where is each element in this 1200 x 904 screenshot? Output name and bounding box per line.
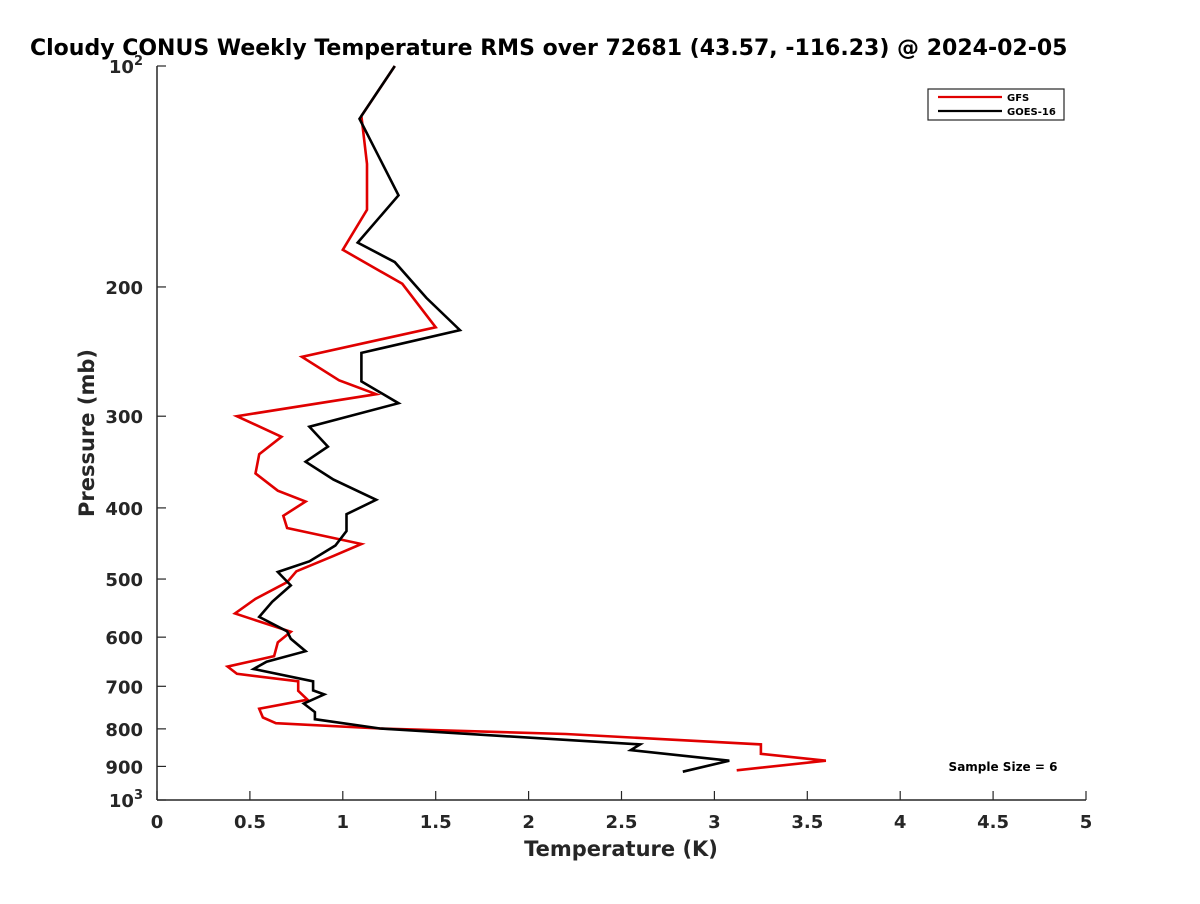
y-tick-label: 102 [109, 54, 143, 78]
y-tick-label: 800 [105, 720, 143, 741]
legend-label-gfs: GFS [1007, 93, 1029, 104]
y-ticks: 102 200 300 400 500 600 700 800 900 103 [105, 54, 166, 812]
x-tick-label: 1 [337, 812, 350, 833]
series-line-goes-16 [249, 65, 730, 773]
legend-box [927, 88, 1065, 121]
x-tick-label: 4 [894, 812, 907, 833]
x-tick-label: 5 [1080, 812, 1093, 833]
series [224, 65, 827, 773]
x-ticks: 0 0.5 1 1.5 2 2.5 3 3.5 4 4.5 5 [151, 791, 1093, 833]
y-tick-label: 700 [105, 677, 143, 698]
x-tick-label: 2.5 [606, 812, 638, 833]
axes [156, 66, 1086, 801]
y-tick-label: 103 [109, 788, 143, 812]
x-tick-label: 2 [522, 812, 535, 833]
y-tick-label: 600 [105, 628, 143, 649]
legend-label-goes16: GOES-16 [1007, 107, 1056, 118]
x-tick-label: 3 [708, 812, 721, 833]
x-tick-label: 0 [151, 812, 164, 833]
x-tick-label: 4.5 [977, 812, 1009, 833]
series-line-gfs [224, 65, 827, 772]
legend: GFS GOES-16 [927, 88, 1065, 121]
y-axis-label: Pressure (mb) [75, 349, 99, 517]
y-tick-label: 400 [105, 499, 143, 520]
x-tick-label: 3.5 [791, 812, 823, 833]
x-tick-label: 1.5 [420, 812, 452, 833]
y-tick-label: 500 [105, 570, 143, 591]
y-tick-label: 900 [105, 757, 143, 778]
y-tick-label: 300 [105, 407, 143, 428]
x-axis-label: Temperature (K) [524, 837, 718, 861]
x-tick-label: 0.5 [234, 812, 266, 833]
sample-size-annotation: Sample Size = 6 [949, 760, 1058, 774]
chart-title: Cloudy CONUS Weekly Temperature RMS over… [30, 36, 1067, 61]
y-tick-label: 200 [105, 278, 143, 299]
